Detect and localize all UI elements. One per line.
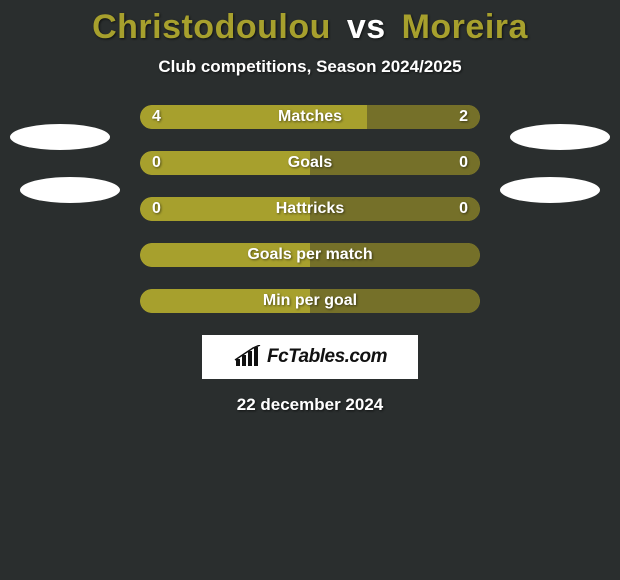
stat-label: Goals <box>140 151 480 175</box>
stat-label: Hattricks <box>140 197 480 221</box>
stat-label: Matches <box>140 105 480 129</box>
player2-name: Moreira <box>402 8 528 46</box>
player1-name: Christodoulou <box>92 8 331 46</box>
bar-chart-icon <box>233 345 263 369</box>
player1-avatar-placeholder-top <box>10 124 110 150</box>
player1-avatar-placeholder-bottom <box>20 177 120 203</box>
stat-label: Goals per match <box>140 243 480 267</box>
stat-label: Min per goal <box>140 289 480 313</box>
stat-row: 42Matches <box>140 105 480 129</box>
date-text: 22 december 2024 <box>0 395 620 415</box>
comparison-title: Christodoulou vs Moreira <box>0 0 620 47</box>
subtitle: Club competitions, Season 2024/2025 <box>0 57 620 77</box>
player2-avatar-placeholder-bottom <box>500 177 600 203</box>
stat-row: Goals per match <box>140 243 480 267</box>
fctables-logo: FcTables.com <box>202 335 418 379</box>
vs-text: vs <box>347 8 386 46</box>
stat-row: 00Hattricks <box>140 197 480 221</box>
stat-row: 00Goals <box>140 151 480 175</box>
fctables-logo-text: FcTables.com <box>267 346 387 368</box>
player2-avatar-placeholder-top <box>510 124 610 150</box>
stat-row: Min per goal <box>140 289 480 313</box>
